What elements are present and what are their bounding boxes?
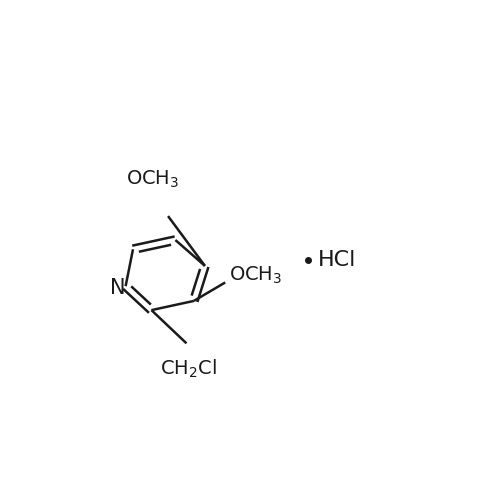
Text: OCH$_3$: OCH$_3$ xyxy=(229,264,282,286)
Text: OCH$_3$: OCH$_3$ xyxy=(125,169,179,190)
Text: HCl: HCl xyxy=(318,251,356,270)
Text: N: N xyxy=(111,278,126,298)
Text: CH$_2$Cl: CH$_2$Cl xyxy=(160,358,217,380)
